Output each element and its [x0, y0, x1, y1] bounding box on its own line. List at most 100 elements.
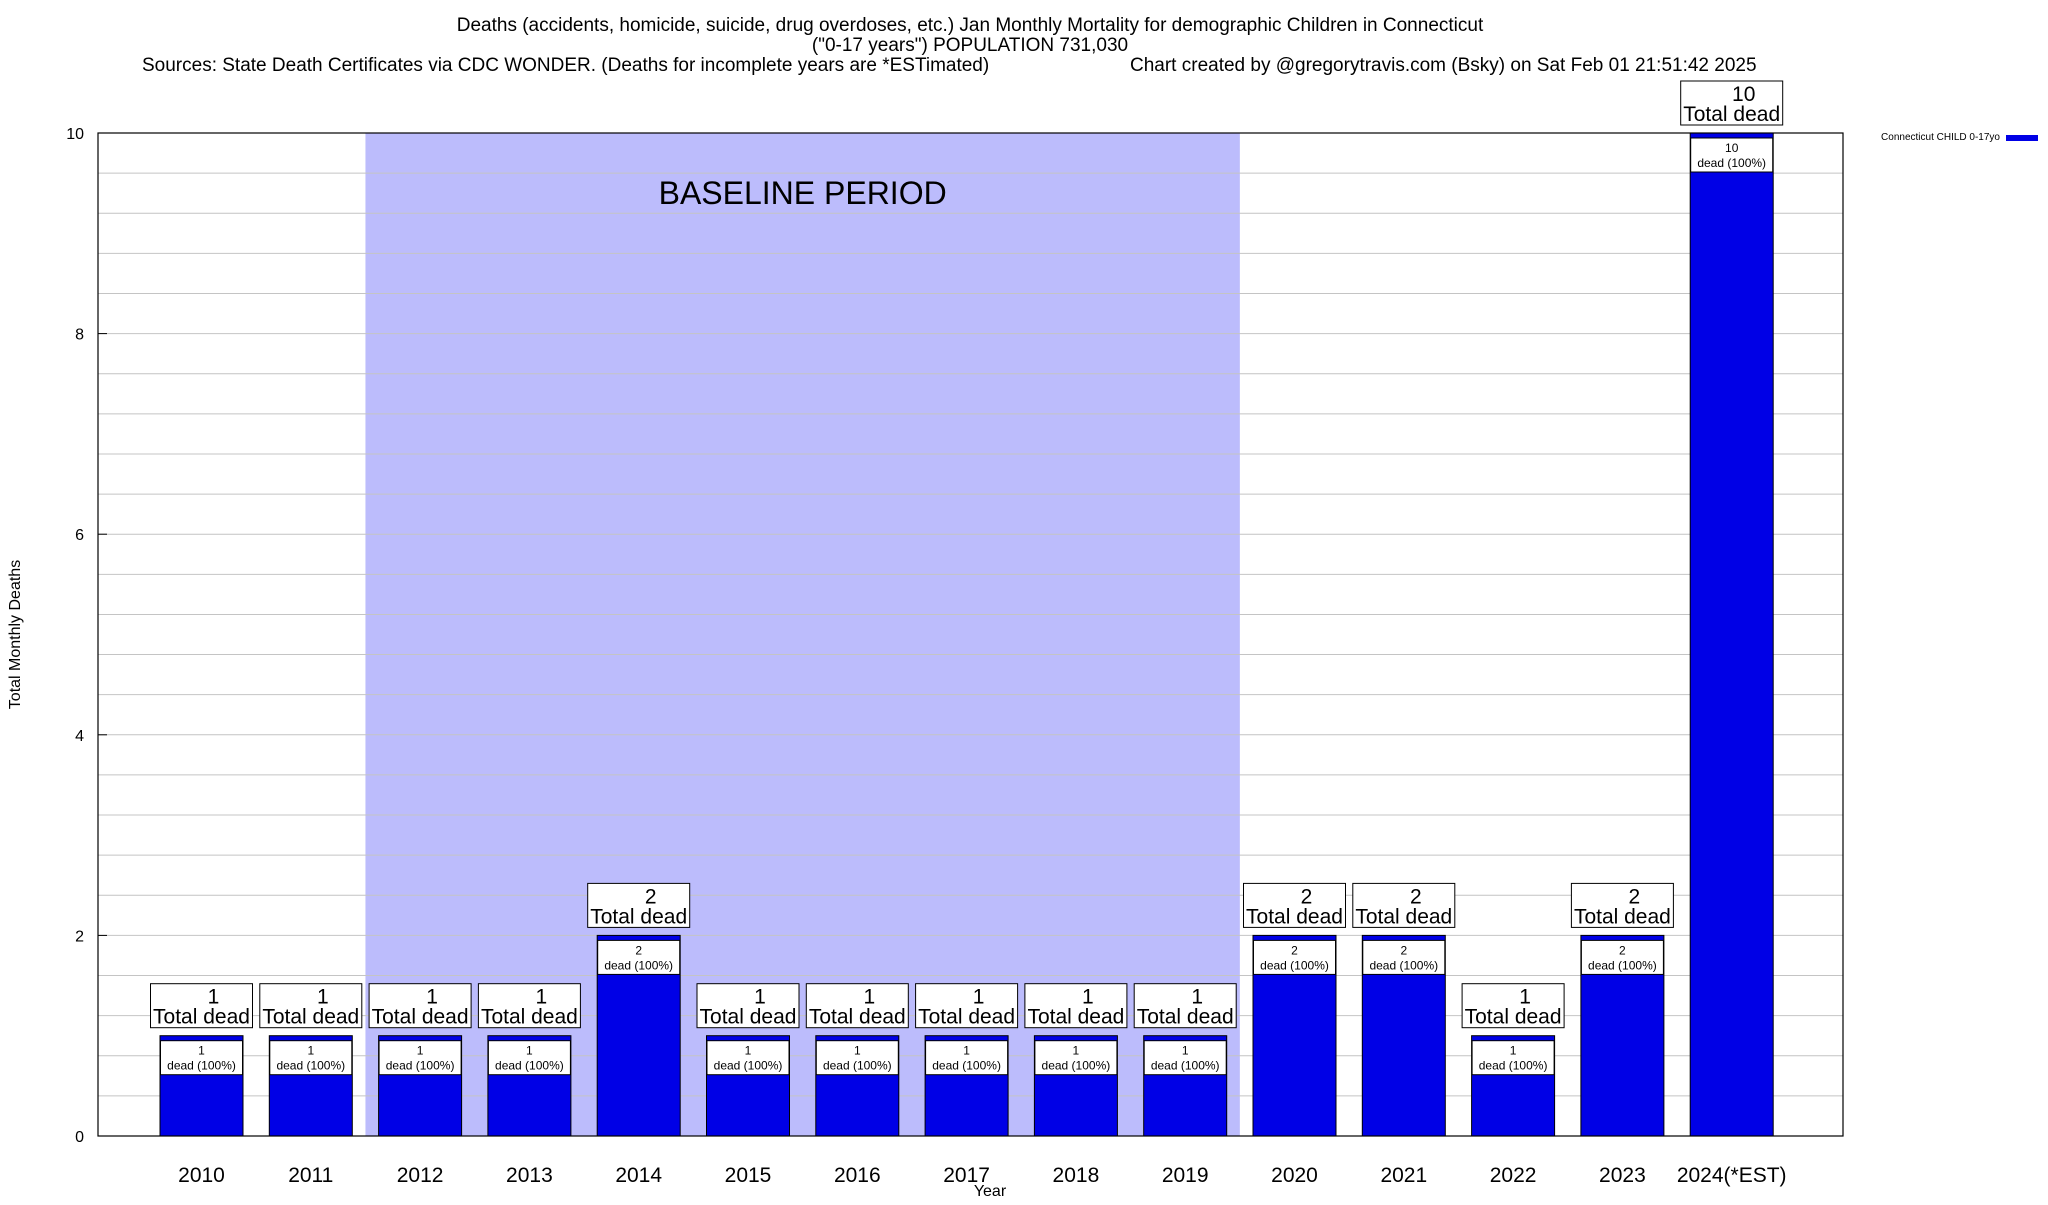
bar-total-value: 1	[973, 986, 985, 1009]
y-tick-label: 10	[66, 126, 84, 143]
bar-total-box	[1133, 983, 1237, 1029]
chart-title-line1: Deaths (accidents, homicide, suicide, dr…	[457, 15, 1484, 36]
x-tick-label: 2019	[1162, 1164, 1209, 1187]
bar-total-box	[477, 983, 581, 1029]
bar-total-label: Total dead	[1355, 905, 1452, 928]
bar-total-label: Total dead	[918, 1006, 1015, 1029]
bar-total-label: Total dead	[1574, 905, 1671, 928]
legend-swatch	[2006, 135, 2038, 141]
bar-total-box	[587, 882, 691, 928]
bar-total-box	[696, 983, 800, 1029]
bar-segment-value: 2	[1291, 943, 1298, 957]
bar-segment-label: dead (100%)	[1369, 958, 1438, 972]
y-axis-title: Total Monthly Deaths	[7, 560, 24, 709]
x-tick-label: 2021	[1380, 1164, 1427, 1187]
bar-segment-value: 2	[1400, 943, 1407, 957]
bar-segment-value: 1	[963, 1044, 970, 1058]
bar-segment-value: 2	[635, 943, 642, 957]
bar-total-box	[150, 983, 253, 1029]
bar-segment-label-box	[597, 939, 681, 975]
bar-segment-value: 1	[854, 1044, 861, 1058]
bar-segment-label: dead (100%)	[1479, 1059, 1548, 1073]
bar-total-label: Total dead	[1683, 103, 1780, 126]
bar-total-value: 1	[536, 986, 548, 1009]
bar-segment-label: dead (100%)	[276, 1059, 345, 1073]
x-tick-label: 2024(*EST)	[1677, 1164, 1787, 1187]
bar-segment-label: dead (100%)	[1697, 156, 1766, 170]
chart-title-line2: ("0-17 years") POPULATION 731,030	[812, 35, 1128, 56]
bar-total-label: Total dead	[1027, 1006, 1124, 1029]
bar-segment-label-box	[1253, 939, 1336, 975]
bar-segment-label-box	[1471, 1040, 1555, 1076]
bar-segment-label-box	[269, 1040, 353, 1076]
bar-total-value: 1	[1082, 986, 1094, 1009]
baseline-period-label: BASELINE PERIOD	[659, 175, 947, 211]
bar-total-value: 1	[426, 986, 438, 1009]
bar-segment-label: dead (100%)	[1588, 958, 1657, 972]
bar-segment-label-box	[706, 1040, 790, 1076]
bar-segment-value: 2	[1619, 943, 1626, 957]
bar-segment-value: 1	[417, 1044, 424, 1058]
bar-segment-value: 1	[1182, 1044, 1189, 1058]
y-tick-label: 0	[75, 1129, 84, 1146]
x-tick-label: 2023	[1599, 1164, 1646, 1187]
bar-segment-value: 1	[1073, 1044, 1080, 1058]
bar-segment-value: 1	[307, 1044, 314, 1058]
x-tick-label: 2014	[615, 1164, 662, 1187]
bar-total-label: Total dead	[372, 1006, 469, 1029]
bar-segment-label: dead (100%)	[1151, 1059, 1220, 1073]
bar-segment-label: dead (100%)	[1260, 958, 1329, 972]
bar-segment-label: dead (100%)	[604, 958, 673, 972]
bar-segment-label: dead (100%)	[495, 1059, 564, 1073]
bar-total-box	[1461, 983, 1565, 1029]
y-tick-label: 8	[75, 327, 84, 344]
x-tick-label: 2015	[725, 1164, 772, 1187]
x-tick-label: 2013	[506, 1164, 553, 1187]
y-tick-label: 2	[75, 928, 84, 945]
bar-total-label: Total dead	[1246, 905, 1343, 928]
bar-segment-label: dead (100%)	[167, 1059, 236, 1073]
bar-segment-label: dead (100%)	[932, 1059, 1001, 1073]
x-tick-label: 2020	[1271, 1164, 1318, 1187]
baseline-period-band	[365, 133, 1240, 1136]
bar-total-value: 1	[1191, 986, 1203, 1009]
bar-total-label: Total dead	[590, 905, 687, 928]
bar-segment-label-box	[1034, 1040, 1118, 1076]
x-axis-title: Year	[974, 1183, 1007, 1200]
bar-total-value: 2	[645, 885, 657, 908]
bar-segment-label: dead (100%)	[823, 1059, 892, 1073]
chart-credit: Chart created by @gregorytravis.com (Bsk…	[1130, 55, 1757, 76]
bar-segment-label-box	[378, 1040, 462, 1076]
x-tick-label: 2010	[178, 1164, 225, 1187]
bar-total-label: Total dead	[809, 1006, 906, 1029]
bar-total-box	[915, 983, 1019, 1029]
bar-total-box	[259, 983, 363, 1029]
bar-segment-label-box	[925, 1040, 1009, 1076]
bar-segment-label-box	[1580, 939, 1664, 975]
bar-total-value: 1	[317, 986, 329, 1009]
bar-total-value: 1	[208, 986, 220, 1009]
y-tick-label: 4	[75, 728, 84, 745]
plot-area: BASELINE PERIOD 0 2 4 6 8 10 Year Total Monthly …	[7, 80, 2038, 1200]
bar-total-box	[1243, 882, 1346, 928]
bar-total-box	[1570, 882, 1674, 928]
x-tick-label: 2016	[834, 1164, 881, 1187]
bar-segment-label-box	[1690, 137, 1774, 173]
bar-segment-label-box	[1143, 1040, 1227, 1076]
bar-segment-value: 1	[198, 1044, 205, 1058]
bar-total-value: 10	[1732, 83, 1755, 106]
x-tick-label: 2022	[1490, 1164, 1537, 1187]
bar-total-value: 1	[1519, 986, 1531, 1009]
bar-total-label: Total dead	[262, 1006, 359, 1029]
bar-total-label: Total dead	[700, 1006, 797, 1029]
bar-segment-value: 1	[1510, 1044, 1517, 1058]
x-tick-label: 2012	[397, 1164, 444, 1187]
bar-total-label: Total dead	[1465, 1006, 1562, 1029]
bar	[1689, 132, 1774, 1137]
bar-total-box	[805, 983, 909, 1029]
bar-total-label: Total dead	[153, 1006, 250, 1029]
bar-segment-label-box	[160, 1040, 243, 1076]
bar-total-box	[368, 983, 472, 1029]
